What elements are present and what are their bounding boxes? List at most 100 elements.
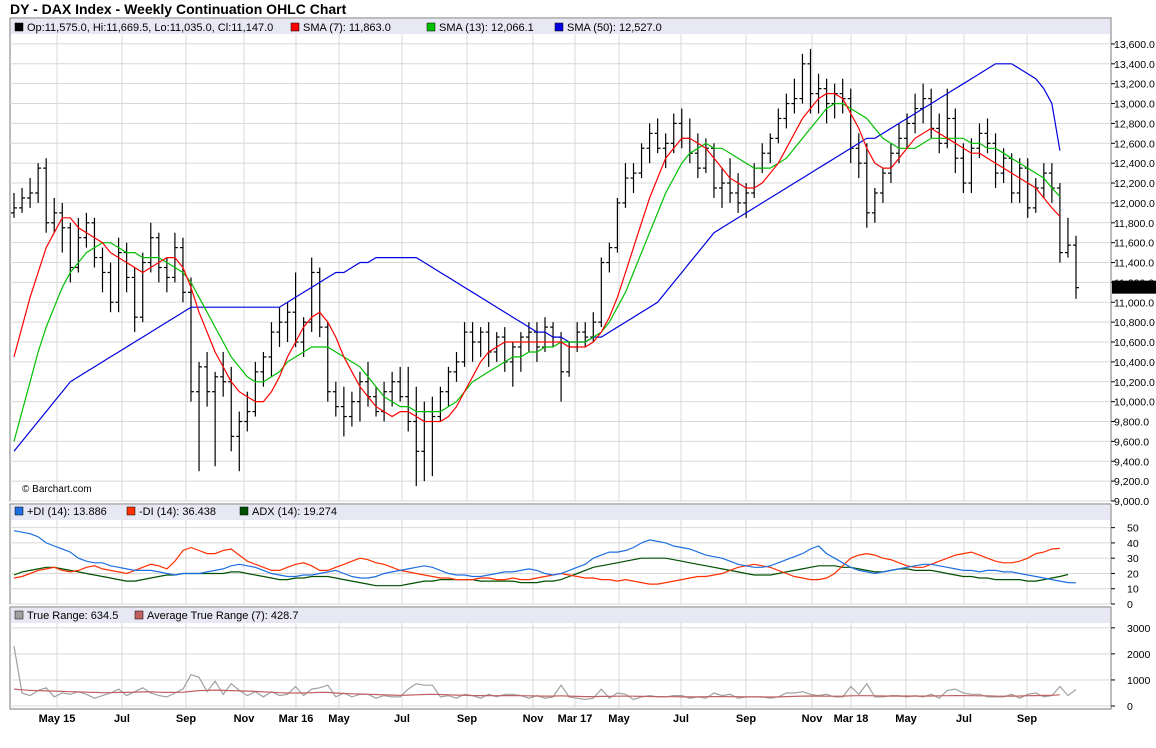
ohlc-bar: [139, 252, 146, 323]
x-tick-label: Sep: [176, 713, 196, 725]
sma13-line: [13, 102, 1061, 442]
ohlc-bar: [952, 108, 959, 174]
x-tick-label: Nov: [523, 713, 545, 725]
ohlc-bar: [356, 371, 363, 422]
ohlc-bar: [196, 361, 203, 472]
last-price-tag: 11,147.0: [1114, 283, 1154, 295]
ohlc-bar: [767, 133, 774, 164]
ohlc-bar: [308, 257, 315, 333]
ohlc-bar: [131, 267, 138, 333]
price-y-tick-label: 10,000.0: [1114, 397, 1155, 409]
ohlc-bar: [405, 366, 412, 432]
ohlc-bar: [179, 237, 186, 303]
dmi-y-tick-label: 20: [1127, 568, 1139, 580]
ohlc-bar: [727, 158, 734, 203]
price-y-tick-label: 13,600.0: [1114, 39, 1155, 51]
ohlc-bar: [622, 163, 629, 208]
ohlc-bar: [445, 366, 452, 407]
price-legend-text: SMA (50): 12,527.0: [567, 22, 662, 34]
ohlc-bar: [775, 108, 782, 144]
ohlc-bar: [300, 317, 307, 357]
ohlc-bar: [348, 391, 355, 427]
ohlc-bar: [1040, 163, 1047, 198]
price-pane-frame: [9, 17, 1112, 502]
price-y-tick-label: 10,800.0: [1114, 317, 1155, 329]
ohlc-bar: [743, 183, 750, 218]
sma50-line: [13, 63, 1061, 452]
ohlc-bar: [904, 113, 911, 149]
dmi-legend-text: +DI (14): 13.886: [27, 506, 107, 518]
barchart-credit: © Barchart.com: [22, 484, 92, 495]
ohlc-bar: [662, 133, 669, 169]
price-y-tick-label: 12,800.0: [1114, 118, 1155, 130]
ohlc-bar: [614, 197, 621, 253]
dmi-pane-frame: [9, 503, 1112, 605]
ohlc-bar: [719, 168, 725, 208]
ohlc-bar: [397, 366, 404, 402]
ohlc-bar: [340, 386, 347, 437]
ohlc-bar: [871, 188, 878, 223]
dmi-y-tick-label: 0: [1127, 599, 1133, 611]
ohlc-bar: [284, 302, 291, 343]
ohlc-bar: [11, 192, 17, 218]
ohlc-bar: [791, 78, 798, 114]
ohlc-bar: [477, 327, 484, 357]
ohlc-bar: [59, 202, 66, 253]
price-y-tick-label: 9,800.0: [1114, 417, 1149, 429]
ohlc-bar: [960, 143, 967, 193]
atr-line: [13, 688, 1060, 698]
dmi-legend-bg: [11, 505, 1110, 520]
ohlc-bar: [582, 322, 589, 347]
x-tick-label: Mar 17: [558, 713, 593, 725]
ohlc-bar: [19, 188, 26, 213]
x-tick-label: May: [328, 713, 350, 725]
ohlc-bar: [115, 237, 122, 313]
tr-y-tick-label: 2000: [1127, 649, 1151, 661]
ohlc-bar: [389, 371, 396, 407]
ohlc-bar: [276, 307, 283, 347]
ohlc-bar: [437, 386, 444, 422]
x-tick-label: Sep: [736, 713, 756, 725]
x-tick-label: Jul: [956, 713, 972, 725]
ohlc-bar: [268, 322, 275, 377]
ohlc-bar: [807, 48, 814, 114]
price-y-tick-label: 11,400.0: [1114, 258, 1154, 270]
ohlc-bar: [509, 342, 516, 387]
price-y-tick-label: 11,000.0: [1114, 297, 1154, 309]
ohlc-bar: [453, 351, 460, 382]
price-y-tick-label: 13,000.0: [1114, 99, 1155, 111]
ohlc-bar: [324, 322, 331, 402]
last-price-tag-bg: [1112, 280, 1156, 294]
ohlc-bar: [976, 123, 983, 159]
ohlc-bar: [670, 113, 677, 154]
price-legend-swatch: [554, 22, 564, 32]
minus-di-line: [13, 546, 1060, 585]
x-tick-label: Nov: [802, 713, 824, 725]
ohlc-bar: [220, 351, 227, 397]
dmi-y-tick-label: 40: [1127, 538, 1139, 550]
tr-legend-swatch: [134, 610, 144, 620]
x-tick-label: Mar 18: [834, 713, 869, 725]
x-tick-label: Sep: [1017, 713, 1037, 725]
ohlc-bar: [413, 386, 420, 487]
dmi-legend-swatch: [126, 506, 136, 516]
ohlc-bar: [147, 222, 154, 273]
tr-pane-frame: [9, 606, 1112, 710]
dmi-y-tick-label: 10: [1127, 584, 1139, 596]
tr-y-tick-label: 3000: [1127, 623, 1151, 635]
ohlc-bar: [896, 123, 902, 164]
price-legend-text: Op:11,575.0, Hi:11,669.5, Lo:11,035.0, C…: [27, 22, 273, 34]
dmi-legend-swatch: [14, 506, 24, 516]
sma7-line: [13, 92, 1061, 423]
ohlc-bar: [654, 118, 661, 154]
tr-legend-swatch: [14, 610, 24, 620]
price-legend-swatch: [14, 22, 24, 32]
x-tick-label: Jul: [673, 713, 689, 725]
price-y-tick-label: 13,200.0: [1114, 79, 1155, 91]
tr-y-tick-label: 0: [1127, 701, 1133, 713]
price-y-tick-label: 10,600.0: [1114, 337, 1155, 349]
ohlc-bar: [1016, 158, 1023, 203]
ohlc-bar: [638, 143, 645, 179]
ohlc-bar: [163, 257, 170, 293]
